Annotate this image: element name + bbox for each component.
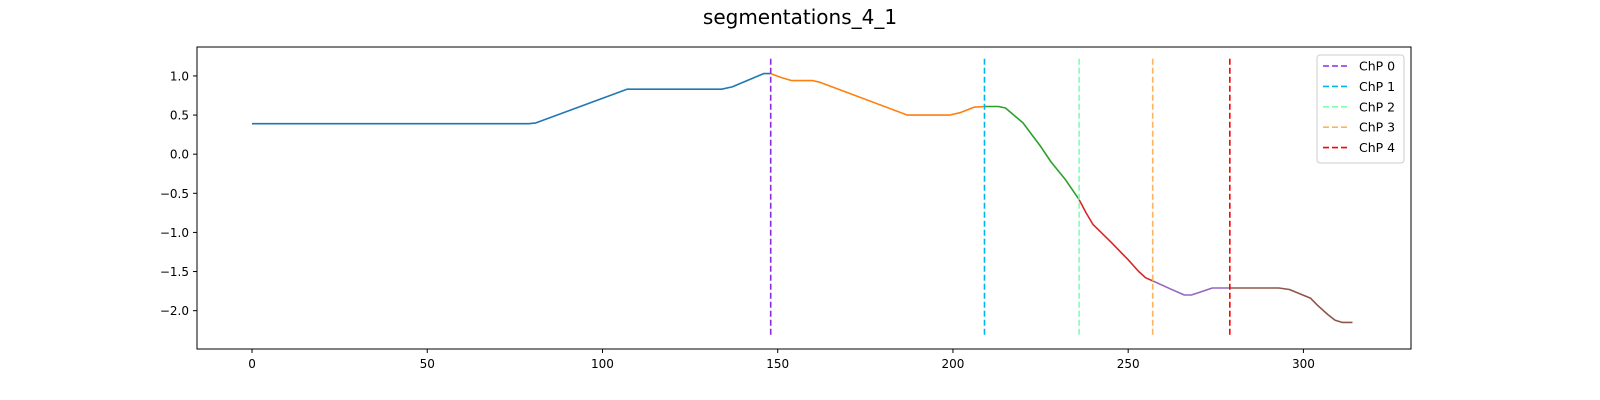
series-line-0: [252, 72, 771, 125]
x-axis-ticks: 0 50 100 150 200 250 300: [248, 349, 1315, 371]
x-tick-label: 50: [420, 357, 435, 371]
y-tick-label: 0.0: [170, 148, 189, 162]
series-line-2: [984, 105, 1080, 201]
legend-label-0: ChP 0: [1359, 59, 1395, 74]
legend-label-3: ChP 3: [1359, 120, 1395, 135]
series-line-5: [1229, 287, 1353, 324]
y-tick-label: −0.5: [160, 187, 189, 201]
x-tick-label: 100: [591, 357, 614, 371]
y-tick-label: −2.0: [160, 304, 189, 318]
legend-label-1: ChP 1: [1359, 79, 1395, 94]
y-tick-label: −1.0: [160, 226, 189, 240]
y-axis-ticks: 1.0 0.5 0.0 −0.5 −1.0 −1.5 −2.0: [160, 69, 197, 318]
x-tick-label: 0: [248, 357, 256, 371]
x-tick-label: 250: [1117, 357, 1140, 371]
legend-box: [1316, 54, 1405, 164]
x-tick-label: 150: [766, 357, 789, 371]
y-tick-label: −1.5: [160, 265, 189, 279]
chart-title: segmentations_4_1: [703, 5, 897, 29]
y-tick-label: 0.5: [170, 109, 189, 123]
y-tick-label: 1.0: [170, 69, 189, 83]
x-tick-label: 300: [1292, 357, 1315, 371]
change-point-layer: [769, 58, 1231, 337]
legend: ChP 0 ChP 1 ChP 2 ChP 3 ChP 4: [1316, 54, 1405, 164]
plot-frame: [196, 46, 1412, 350]
series-line-3: [1078, 199, 1154, 282]
legend-label-4: ChP 4: [1359, 140, 1395, 155]
x-tick-label: 200: [941, 357, 964, 371]
series-line-1: [770, 72, 985, 116]
legend-label-2: ChP 2: [1359, 99, 1395, 114]
series-line-4: [1152, 280, 1230, 296]
series-layer: [252, 72, 1353, 324]
